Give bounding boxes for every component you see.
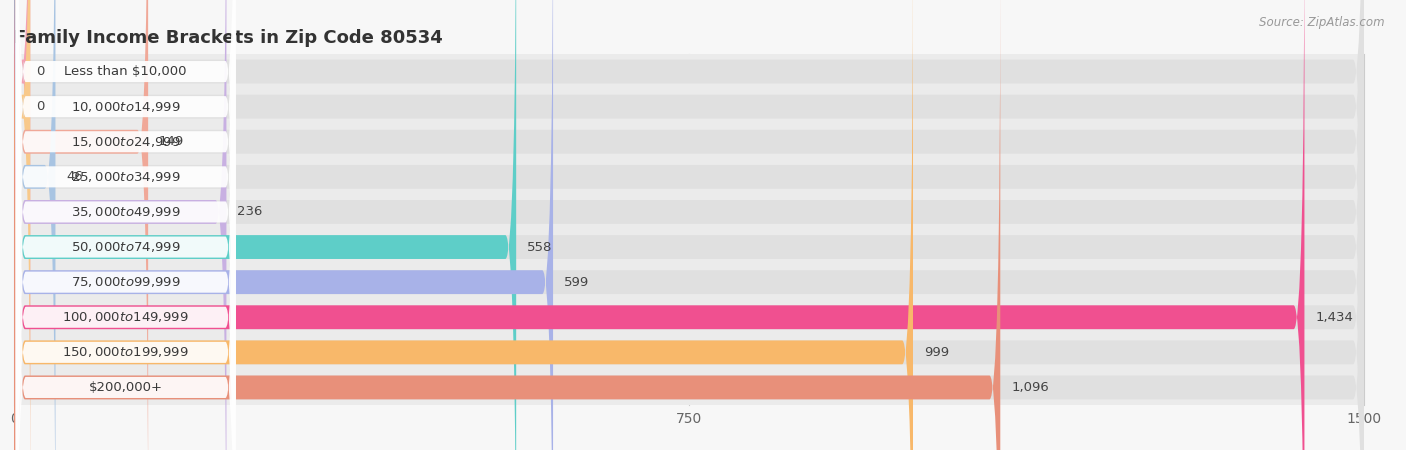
Bar (14, 300, 1364, 335)
Text: 46: 46 (66, 171, 83, 183)
Bar (14, 159, 1364, 194)
FancyBboxPatch shape (14, 0, 1364, 450)
FancyBboxPatch shape (14, 0, 553, 450)
Bar (14, 230, 1364, 265)
Text: $15,000 to $24,999: $15,000 to $24,999 (70, 135, 180, 149)
FancyBboxPatch shape (14, 0, 1000, 450)
FancyBboxPatch shape (15, 0, 235, 447)
Bar (14, 194, 1364, 230)
Bar (14, 89, 1364, 124)
FancyBboxPatch shape (14, 0, 1364, 450)
Bar (14, 230, 1364, 265)
Bar (14, 265, 1364, 300)
Text: 999: 999 (924, 346, 949, 359)
Bar (14, 335, 1364, 370)
Text: $75,000 to $99,999: $75,000 to $99,999 (70, 275, 180, 289)
Text: $10,000 to $14,999: $10,000 to $14,999 (70, 99, 180, 114)
Bar (14, 265, 1364, 300)
FancyBboxPatch shape (14, 0, 1364, 450)
Bar (14, 335, 1364, 370)
Bar (14, 54, 1364, 89)
FancyBboxPatch shape (14, 0, 31, 450)
FancyBboxPatch shape (14, 0, 516, 450)
FancyBboxPatch shape (14, 0, 1364, 450)
FancyBboxPatch shape (15, 0, 235, 450)
Text: 0: 0 (37, 100, 45, 113)
Bar (14, 370, 1364, 405)
FancyBboxPatch shape (15, 0, 235, 450)
Bar (14, 159, 1364, 194)
FancyBboxPatch shape (14, 0, 226, 450)
FancyBboxPatch shape (14, 0, 148, 450)
Bar (14, 54, 1364, 89)
FancyBboxPatch shape (14, 0, 55, 450)
Text: Source: ZipAtlas.com: Source: ZipAtlas.com (1260, 16, 1385, 29)
Text: 599: 599 (564, 276, 589, 288)
FancyBboxPatch shape (14, 0, 1364, 450)
Text: $25,000 to $34,999: $25,000 to $34,999 (70, 170, 180, 184)
FancyBboxPatch shape (14, 0, 1364, 450)
FancyBboxPatch shape (14, 0, 1364, 450)
Bar (14, 300, 1364, 335)
FancyBboxPatch shape (14, 0, 1364, 450)
Text: Less than $10,000: Less than $10,000 (65, 65, 187, 78)
FancyBboxPatch shape (15, 0, 235, 450)
Bar (14, 194, 1364, 230)
FancyBboxPatch shape (14, 0, 31, 450)
Text: 149: 149 (159, 135, 184, 148)
FancyBboxPatch shape (15, 0, 235, 450)
Text: Family Income Brackets in Zip Code 80534: Family Income Brackets in Zip Code 80534 (14, 29, 443, 47)
FancyBboxPatch shape (14, 0, 1364, 450)
Text: 1,096: 1,096 (1011, 381, 1049, 394)
Text: $150,000 to $199,999: $150,000 to $199,999 (62, 345, 188, 360)
FancyBboxPatch shape (15, 0, 235, 450)
FancyBboxPatch shape (15, 12, 235, 450)
Bar (14, 124, 1364, 159)
FancyBboxPatch shape (15, 0, 235, 450)
Bar (14, 370, 1364, 405)
Bar (14, 89, 1364, 124)
Text: $35,000 to $49,999: $35,000 to $49,999 (70, 205, 180, 219)
Text: 0: 0 (37, 65, 45, 78)
FancyBboxPatch shape (14, 0, 912, 450)
FancyBboxPatch shape (14, 0, 1305, 450)
Text: 236: 236 (238, 206, 263, 218)
Text: 1,434: 1,434 (1315, 311, 1353, 324)
FancyBboxPatch shape (15, 0, 235, 450)
Text: $200,000+: $200,000+ (89, 381, 163, 394)
FancyBboxPatch shape (15, 0, 235, 450)
Text: $50,000 to $74,999: $50,000 to $74,999 (70, 240, 180, 254)
FancyBboxPatch shape (14, 0, 1364, 450)
Text: $100,000 to $149,999: $100,000 to $149,999 (62, 310, 188, 324)
Text: 558: 558 (527, 241, 553, 253)
Bar (14, 124, 1364, 159)
